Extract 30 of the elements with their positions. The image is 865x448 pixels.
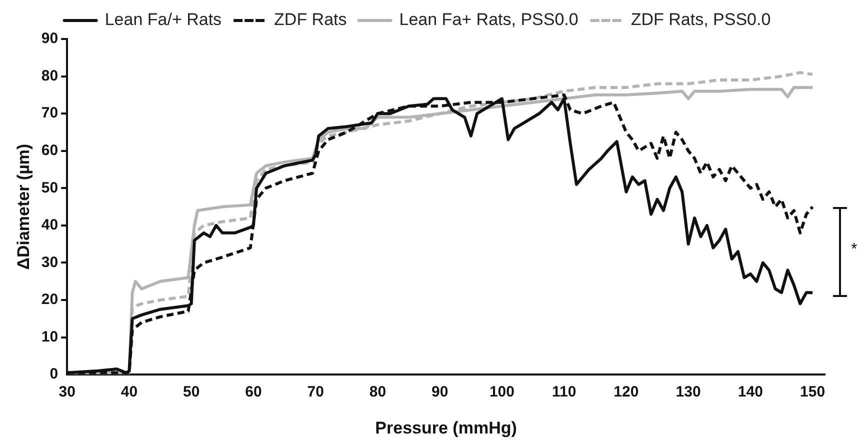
- y-tick-label: 60: [41, 142, 58, 160]
- x-tick-label: 120: [614, 384, 639, 401]
- legend-label: ZDF Rats: [274, 10, 347, 30]
- x-tick-label: 110: [552, 384, 576, 401]
- x-axis-title: Pressure (mmHg): [375, 418, 517, 438]
- x-tick-label: 90: [431, 384, 448, 401]
- y-tick-label: 20: [41, 291, 58, 308]
- y-tick-label: 0: [50, 366, 58, 383]
- x-tick-label: 140: [738, 384, 763, 401]
- x-tick-label: 50: [182, 384, 200, 401]
- y-tick-label: 70: [41, 104, 58, 122]
- x-tick-label: 70: [307, 384, 324, 401]
- x-tick-label: 80: [369, 384, 386, 401]
- x-tick-label: 60: [245, 384, 262, 401]
- y-tick-label: 50: [41, 179, 58, 196]
- y-tick-label: 10: [41, 328, 58, 346]
- x-tick-label: 100: [489, 384, 514, 401]
- legend-label: Lean Fa+ Rats, PSS0.0: [399, 10, 578, 30]
- x-tick-label: 130: [676, 384, 701, 401]
- legend-label: Lean Fa/+ Rats: [104, 10, 222, 30]
- legend-label: ZDF Rats, PSS0.0: [630, 10, 771, 30]
- y-axis-title: ΔDiameter (µm): [14, 144, 33, 270]
- x-tick-label: 150: [800, 384, 826, 401]
- x-tick-label: 30: [58, 384, 76, 401]
- y-tick-label: 90: [41, 30, 58, 48]
- y-tick-label: 40: [41, 216, 58, 234]
- text: *: [851, 240, 858, 259]
- y-tick-label: 30: [41, 254, 58, 271]
- x-tick-label: 40: [120, 384, 138, 401]
- y-tick-label: 80: [41, 67, 58, 84]
